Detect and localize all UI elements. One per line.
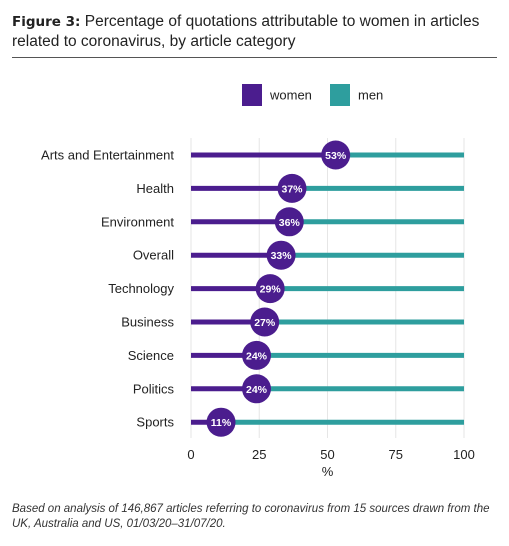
x-tick-label: 0	[187, 447, 194, 462]
data-label: 29%	[260, 284, 282, 296]
category-label: Politics	[133, 381, 175, 396]
x-tick-label: 25	[252, 447, 266, 462]
data-label: 24%	[246, 350, 268, 362]
chart: 0 25 50 75 100% Arts and Entertainment 53% Heal…	[41, 84, 475, 479]
legend-swatch-men	[330, 84, 350, 106]
legend-swatch-women	[242, 84, 262, 106]
marker-women	[206, 407, 236, 437]
category-label: Environment	[101, 214, 174, 229]
data-label: 37%	[282, 183, 304, 195]
caption: Based on analysis of 146,867 articles re…	[12, 503, 490, 530]
data-label: 27%	[254, 317, 276, 329]
marker-women	[274, 207, 304, 237]
category-label: Science	[128, 348, 174, 363]
marker-women	[242, 340, 272, 370]
marker-women	[250, 307, 280, 337]
legend-label-women: women	[269, 88, 312, 103]
x-tick-label: 50	[320, 447, 334, 462]
category-label: Arts and Entertainment	[41, 148, 174, 163]
category-label: Sports	[136, 415, 174, 430]
x-tick-label: 100	[453, 447, 475, 462]
figure-title-text: Percentage of quotations attributable to…	[12, 13, 480, 50]
data-label: 11%	[211, 417, 232, 429]
marker-women	[255, 274, 285, 304]
data-label: 33%	[271, 250, 293, 262]
x-tick-label: 75	[389, 447, 403, 462]
data-label: 24%	[246, 384, 268, 396]
x-axis-label: %	[322, 464, 334, 479]
data-label: 36%	[279, 217, 301, 229]
category-label: Overall	[133, 248, 174, 263]
marker-women	[321, 140, 351, 170]
category-label: Technology	[108, 281, 174, 296]
category-label: Health	[136, 181, 174, 196]
title-divider	[12, 57, 497, 58]
figure-label: Figure 3:	[12, 14, 81, 30]
marker-women	[266, 240, 296, 270]
marker-women	[242, 374, 272, 404]
data-label: 53%	[325, 150, 347, 162]
marker-women	[277, 173, 307, 203]
figure-title: Figure 3: Percentage of quotations attri…	[12, 12, 497, 52]
legend-label-men: men	[358, 88, 383, 103]
category-label: Business	[121, 315, 174, 330]
